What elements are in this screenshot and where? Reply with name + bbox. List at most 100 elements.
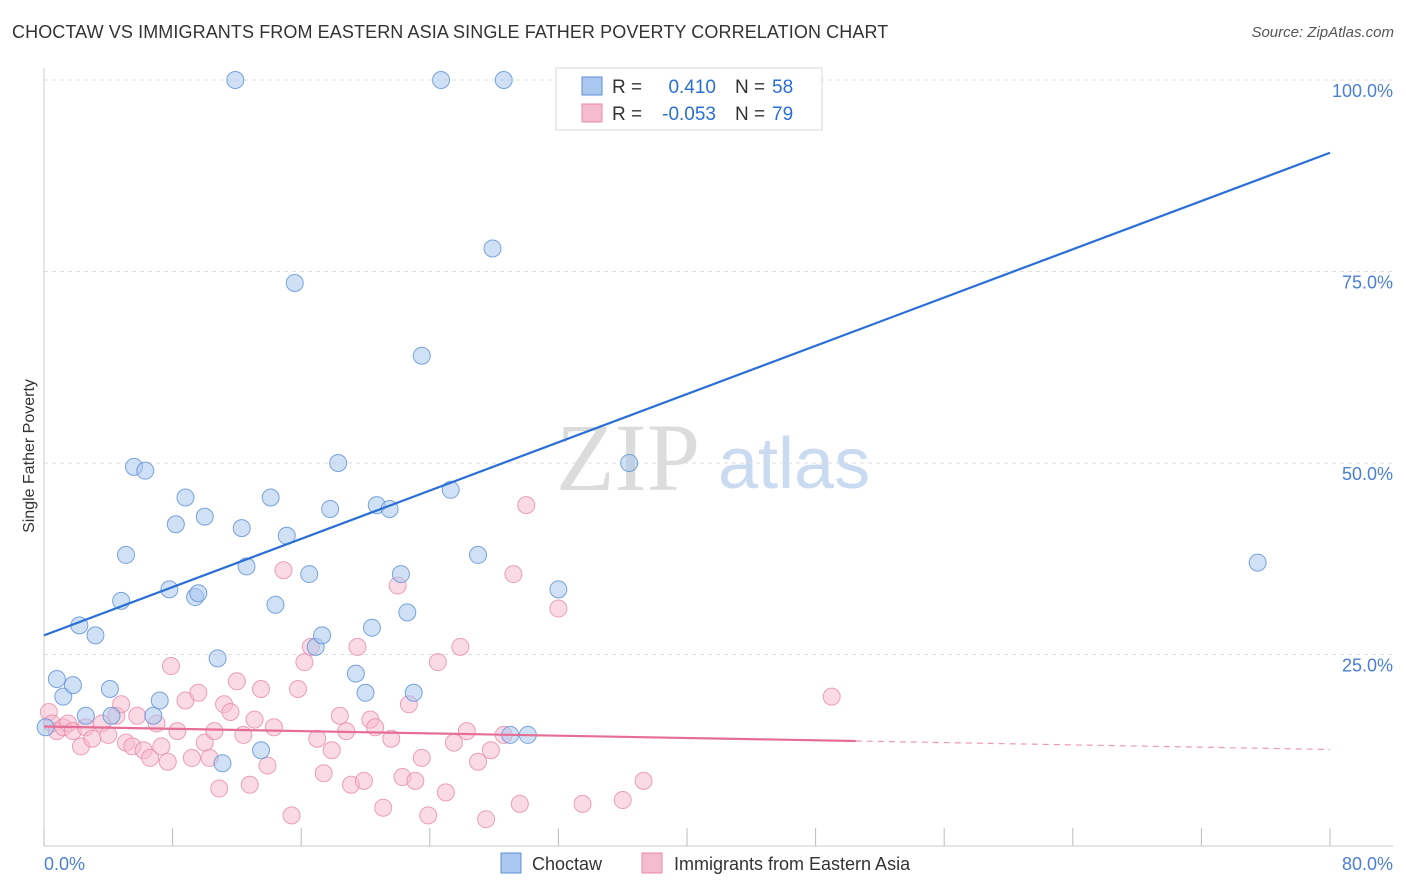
choctaw-point [54, 687, 73, 706]
immigrants-point [613, 791, 632, 810]
choctaw-point [391, 565, 410, 584]
immigrants-point [382, 729, 401, 748]
immigrants-point [227, 672, 246, 691]
immigrants-point [128, 706, 147, 725]
immigrants-point [141, 748, 160, 767]
watermark-atlas: atlas [718, 424, 870, 504]
y-tick-label-25: 25.0% [1342, 656, 1393, 676]
stats-n-value-choctaw: 58 [772, 77, 793, 98]
immigrants-point [168, 722, 187, 741]
choctaw-point [356, 683, 375, 702]
choctaw-point [300, 565, 319, 584]
choctaw-point [266, 595, 285, 614]
choctaw-point [195, 507, 214, 526]
immigrants-point [205, 722, 224, 741]
y-axis-title: Single Father Poverty [21, 379, 38, 533]
trend-line-choctaw [43, 151, 1331, 637]
choctaw-point [166, 515, 185, 534]
choctaw-point [237, 557, 256, 576]
choctaw-point [47, 670, 66, 689]
immigrants-point [504, 565, 523, 584]
immigrants-point [451, 637, 470, 656]
immigrants-point [419, 806, 438, 825]
choctaw-point [144, 706, 163, 725]
immigrants-point [406, 771, 425, 790]
immigrants-point [412, 748, 431, 767]
choctaw-point [483, 239, 502, 258]
immigrants-point [477, 810, 496, 829]
legend-label-choctaw: Choctaw [532, 854, 603, 874]
legend-swatch-immigrants [641, 852, 663, 874]
bottom-legend: Choctaw Immigrants from Eastern Asia [500, 852, 911, 874]
watermark: ZIP atlas [556, 404, 870, 511]
trend-lines [43, 151, 1331, 751]
stats-swatch-choctaw [581, 76, 603, 96]
immigrants-point [83, 729, 102, 748]
immigrants-point [245, 710, 264, 729]
choctaw-point [404, 683, 423, 702]
choctaw-point [252, 741, 271, 760]
choctaw-point [189, 584, 208, 603]
choctaw-point [412, 346, 431, 365]
stats-legend: R = 0.410 N = 58 R = -0.053 N = 79 [555, 67, 823, 131]
x-tick-label-min: 0.0% [44, 854, 85, 874]
immigrants-point [252, 679, 271, 698]
immigrants-point [517, 496, 536, 515]
chart-source: Source: ZipAtlas.com [1251, 24, 1394, 41]
stats-n-label-choctaw: N = [735, 77, 765, 98]
choctaw-point [321, 499, 340, 518]
choctaw-point [136, 461, 155, 480]
immigrants-point [314, 764, 333, 783]
choctaw-point [346, 664, 365, 683]
immigrants-point [428, 653, 447, 672]
immigrants-point [481, 741, 500, 760]
x-tick-label-max: 80.0% [1342, 854, 1393, 874]
choctaw-point [432, 71, 451, 89]
immigrants-point [354, 771, 373, 790]
choctaw-point [176, 488, 195, 507]
stats-swatch-immigrants [581, 103, 603, 123]
choctaw-point [494, 71, 513, 89]
immigrants-point [99, 725, 118, 744]
stats-r-label-choctaw: R = [612, 77, 642, 98]
immigrants-point [240, 775, 259, 794]
y-tick-label-75: 75.0% [1342, 273, 1393, 293]
chart-title: CHOCTAW VS IMMIGRANTS FROM EASTERN ASIA … [12, 22, 889, 42]
immigrants-point [573, 794, 592, 813]
immigrants-point [549, 599, 568, 618]
y-tick-label-100: 100.0% [1332, 81, 1393, 101]
immigrants-point [330, 706, 349, 725]
choctaw-point [102, 706, 121, 725]
choctaw-point [620, 454, 639, 472]
choctaw-point [1248, 553, 1267, 572]
choctaw-point [226, 71, 245, 89]
choctaw-point [313, 626, 332, 645]
choctaw-point [261, 488, 280, 507]
choctaw-point [208, 649, 227, 668]
choctaw-point [100, 679, 119, 698]
immigrants-point [457, 722, 476, 741]
choctaw-point [116, 545, 135, 564]
immigrants-point [295, 653, 314, 672]
legend-label-immigrants: Immigrants from Eastern Asia [674, 854, 911, 874]
immigrants-point [221, 702, 240, 721]
choctaw-point [213, 754, 232, 773]
immigrants-point [282, 806, 301, 825]
choctaw-point [150, 691, 169, 710]
immigrants-point [182, 748, 201, 767]
stats-r-value-choctaw: 0.410 [668, 77, 716, 98]
choctaw-point [232, 519, 251, 538]
choctaw-point [362, 618, 381, 637]
choctaw-point [441, 480, 460, 499]
immigrants-point [112, 695, 131, 714]
y-tick-labels: 25.0% 50.0% 75.0% 100.0% [1332, 81, 1393, 676]
choctaw-point [86, 626, 105, 645]
choctaw-point [398, 603, 417, 622]
immigrants-point [264, 718, 283, 737]
stats-r-value-immigrants: -0.053 [662, 104, 716, 125]
stats-n-label-immigrants: N = [735, 104, 765, 125]
immigrants-point [322, 741, 341, 760]
immigrants-point [469, 752, 488, 771]
choctaw-point [469, 545, 488, 564]
